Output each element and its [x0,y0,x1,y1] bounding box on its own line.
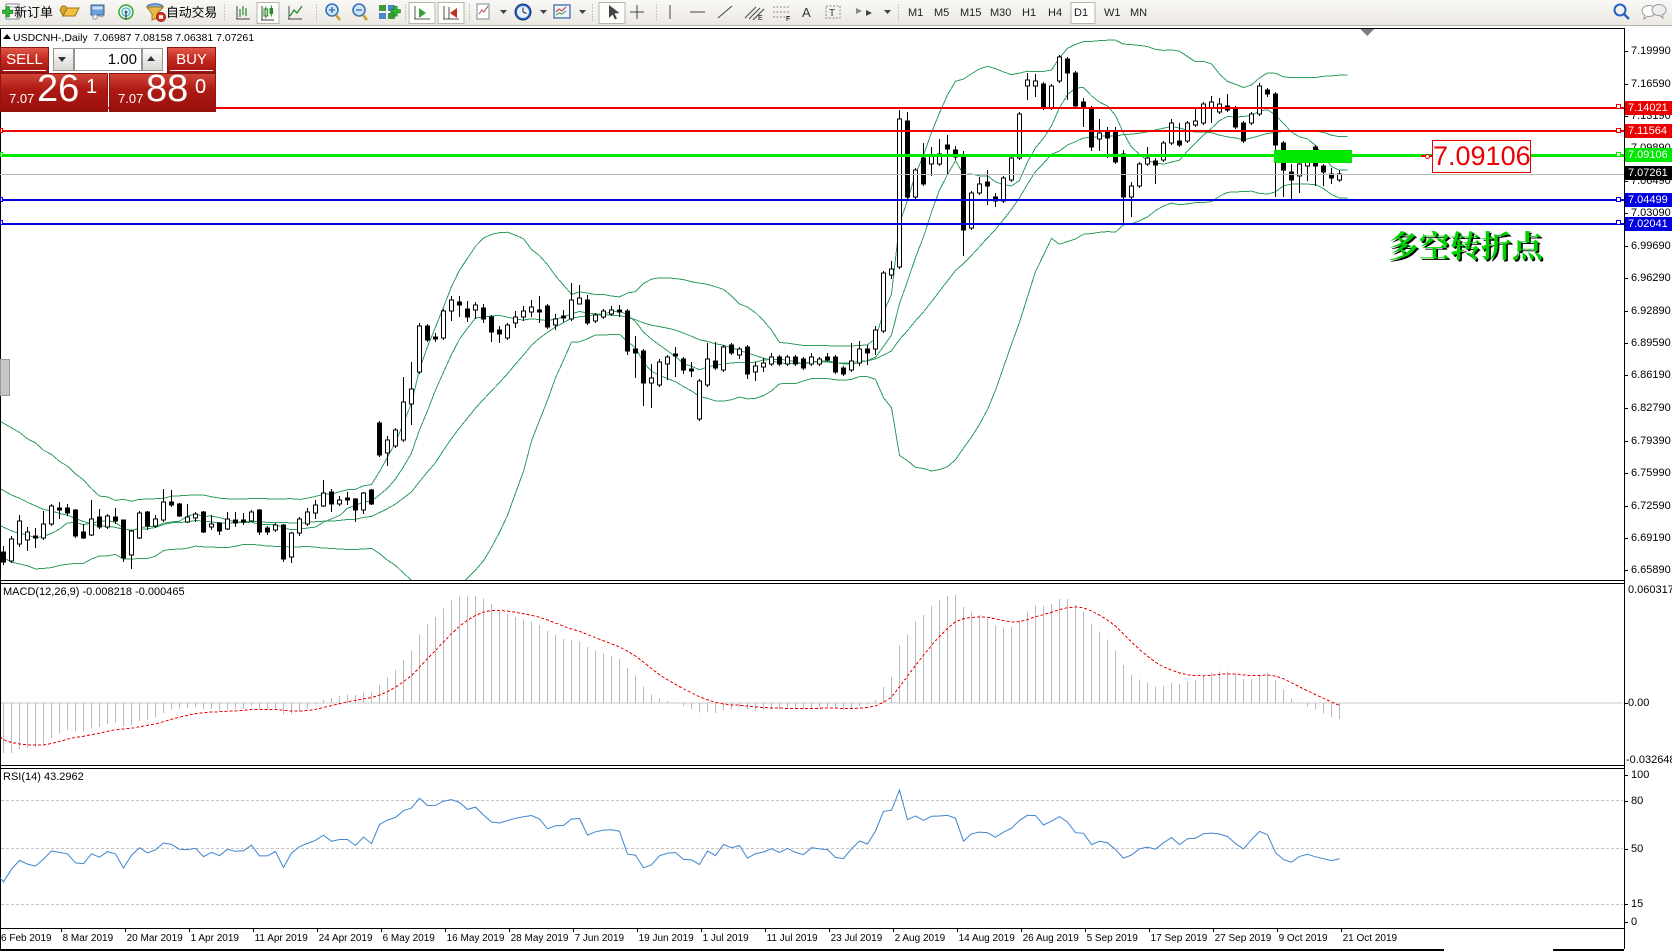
svg-text:A: A [802,5,811,20]
svg-text:T: T [829,8,835,19]
svg-text:W1: W1 [1104,7,1121,19]
svg-text:M5: M5 [934,7,949,19]
svg-text:M1: M1 [908,7,923,19]
svg-text:E: E [758,15,763,22]
svg-text:H4: H4 [1048,7,1062,19]
svg-text:M15: M15 [960,7,981,19]
svg-text:H1: H1 [1022,7,1036,19]
svg-text:MN: MN [1130,7,1147,19]
svg-text:F: F [786,16,790,23]
svg-text:M30: M30 [990,7,1011,19]
svg-text:D1: D1 [1074,7,1088,19]
